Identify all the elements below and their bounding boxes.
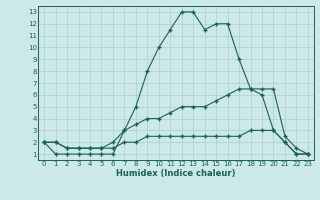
- X-axis label: Humidex (Indice chaleur): Humidex (Indice chaleur): [116, 169, 236, 178]
